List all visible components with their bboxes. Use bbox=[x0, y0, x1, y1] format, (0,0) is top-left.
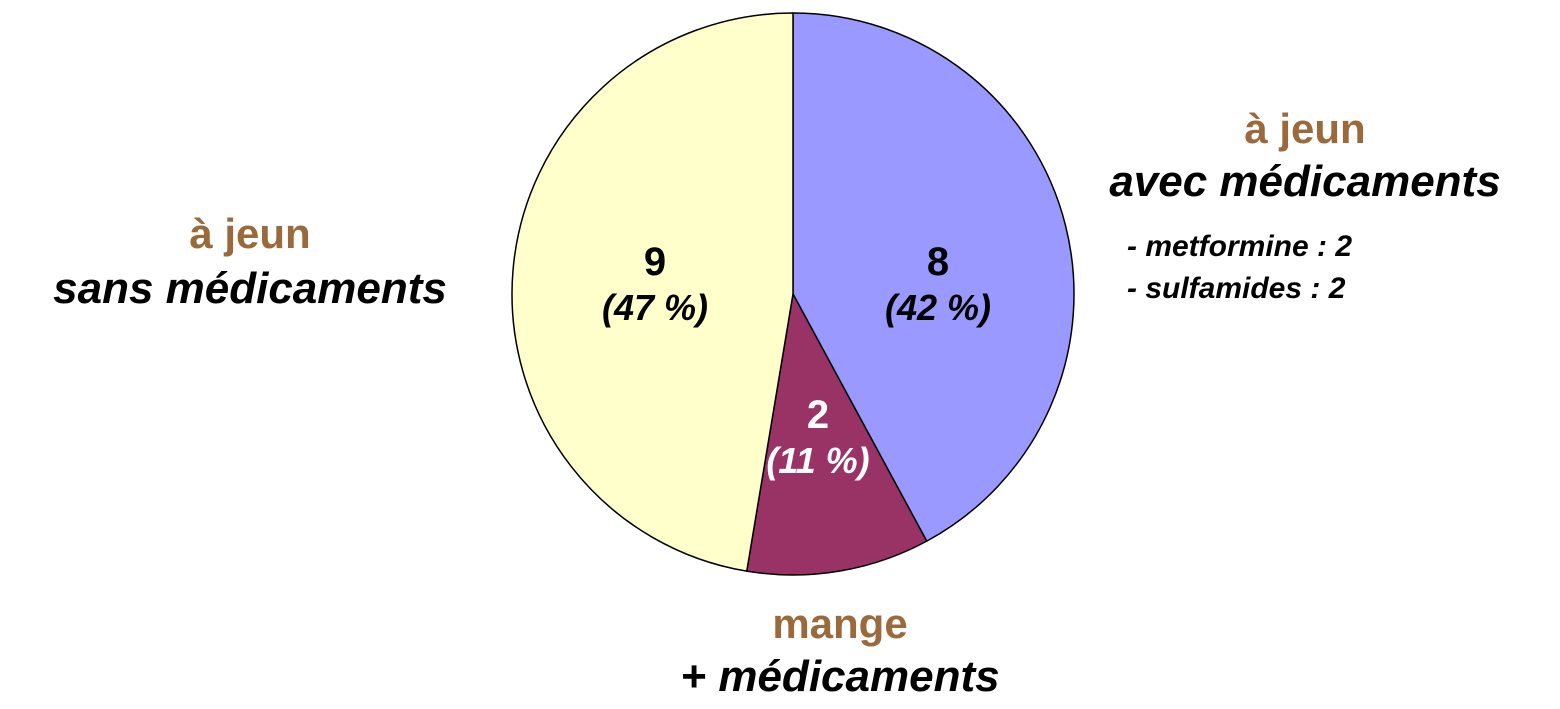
category-left-title: à jeun bbox=[189, 210, 311, 257]
slice-percent-label: (42 %) bbox=[885, 287, 991, 328]
pie-slice bbox=[745, 291, 928, 576]
category-right-item: - sulfamides : 2 bbox=[1127, 272, 1346, 305]
category-right-title: à jeun bbox=[1244, 105, 1366, 152]
category-left: à jeun sans médicaments bbox=[5, 210, 495, 314]
category-right: à jeun avec médicaments bbox=[1085, 105, 1525, 207]
category-left-subtitle: sans médicaments bbox=[53, 264, 447, 313]
category-right-details: - metformine : 2 - sulfamides : 2 bbox=[1127, 230, 1352, 306]
category-bottom: mange + médicaments bbox=[640, 600, 1040, 702]
category-right-item: - metformine : 2 bbox=[1127, 230, 1353, 263]
category-bottom-subtitle: + médicaments bbox=[680, 652, 1000, 701]
slice-value-label: 2 bbox=[807, 393, 829, 437]
category-bottom-title: mange bbox=[772, 600, 908, 647]
pie-slice bbox=[792, 12, 1075, 543]
slice-percent-label: (47 %) bbox=[602, 287, 708, 328]
slice-value-label: 9 bbox=[644, 240, 666, 284]
slice-percent-label: (11 %) bbox=[766, 440, 869, 481]
category-right-subtitle: avec médicaments bbox=[1109, 157, 1501, 206]
slice-value-label: 8 bbox=[927, 240, 949, 284]
pie-slice bbox=[511, 12, 794, 573]
